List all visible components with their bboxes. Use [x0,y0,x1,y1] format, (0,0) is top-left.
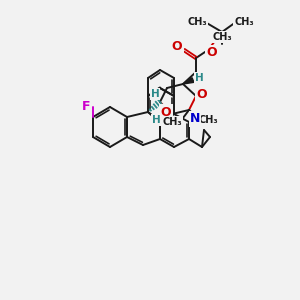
Text: O: O [207,46,217,59]
Text: F: F [82,100,90,113]
Text: CH₃: CH₃ [198,115,218,125]
Polygon shape [183,78,194,84]
Text: CH₃: CH₃ [234,17,254,27]
Text: CH₃: CH₃ [162,117,182,127]
Text: O: O [172,40,182,52]
Text: H: H [152,115,160,125]
Text: N: N [190,112,200,125]
Text: O: O [197,88,207,100]
Text: CH₃: CH₃ [212,32,232,42]
Text: CH₃: CH₃ [187,17,207,27]
Text: H: H [195,73,203,83]
Text: H: H [151,89,159,99]
Text: O: O [161,106,171,118]
